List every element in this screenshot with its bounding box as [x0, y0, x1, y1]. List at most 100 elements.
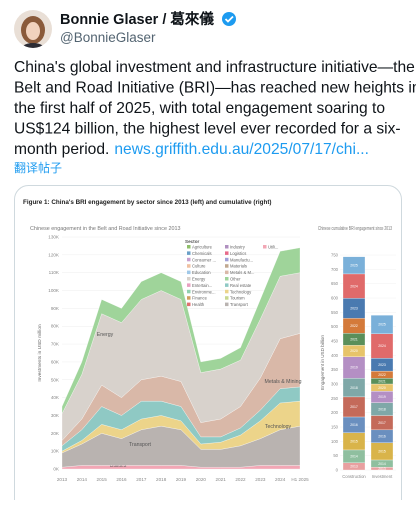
y-tick-label: 400	[331, 353, 339, 358]
segment-label: 2024	[350, 284, 358, 288]
area-label: Technology	[265, 424, 292, 430]
area	[61, 247, 301, 414]
legend-label: Materials	[230, 264, 247, 269]
y-tick-label: 500	[331, 324, 339, 329]
avatar[interactable]	[14, 10, 52, 61]
legend-label: Industry	[230, 245, 246, 250]
y-tick-label: 120K	[48, 252, 60, 257]
area-label: Metals & Mining	[265, 379, 302, 385]
y-tick-label: 250	[331, 396, 339, 401]
legend-swatch	[187, 257, 191, 262]
y-tick-label: 50	[333, 453, 338, 458]
segment-label: 2016	[378, 435, 386, 439]
segment-label: 2013	[350, 465, 358, 469]
x-tick-label: 2016	[116, 477, 127, 482]
y-tick-label: 80K	[51, 324, 60, 329]
legend-swatch	[225, 264, 229, 268]
y-tick-label: 300	[331, 382, 339, 387]
y-tick-label: 30K	[51, 413, 60, 418]
legend-label: Real estate	[230, 283, 252, 288]
handle[interactable]: @BonnieGlaser	[60, 30, 156, 45]
segment-label: 2015	[350, 440, 358, 444]
legend-swatch	[187, 296, 191, 300]
y-tick-label: 0K	[53, 467, 60, 472]
legend-swatch	[187, 289, 191, 294]
text-line: China's global investment and infrastruc…	[14, 59, 415, 76]
legend-label: Other	[230, 277, 241, 282]
segment-label: 2014	[350, 455, 358, 459]
legend-label: Entertain...	[192, 283, 212, 288]
segment-label: 2018	[378, 407, 386, 411]
legend-swatch	[187, 283, 191, 287]
display-name[interactable]: Bonnie Glaser / 葛來儀	[60, 10, 214, 28]
y-tick-label: 750	[331, 253, 339, 258]
y-tick-label: 450	[331, 339, 339, 344]
x-tick-label: 2017	[136, 477, 147, 482]
y-tick-label: 90K	[51, 306, 60, 311]
area	[61, 465, 301, 470]
legend-label: Tourism	[230, 296, 245, 301]
segment-label: 2016	[350, 423, 358, 427]
x-tick-label: 2014	[77, 477, 88, 482]
y-tick-label: 350	[331, 367, 339, 372]
legend-swatch	[225, 270, 229, 275]
y-tick-label: 10K	[51, 449, 60, 454]
segment-label: 2015	[378, 450, 386, 454]
text-line: US$124 billion, the highest level ever r…	[14, 121, 401, 138]
text-line: month period. news.griffith.edu.au/2025/0…	[14, 141, 369, 158]
legend-label: Metals & M...	[230, 270, 254, 275]
y-tick-label: 70K	[51, 342, 60, 347]
y-tick-label: 200	[331, 410, 339, 415]
x-tick-label: 2023	[255, 477, 266, 482]
text-span: month period.	[14, 141, 109, 158]
link[interactable]: news.griffith.edu.au/2025/07/17/chi...	[114, 141, 369, 158]
segment-label: 2021	[350, 337, 358, 341]
segment-label: 2022	[378, 373, 386, 377]
segment-label: 2013	[378, 467, 386, 471]
segment-label: 2020	[350, 349, 358, 353]
y-tick-label: 100	[331, 439, 339, 444]
legend-swatch	[187, 302, 191, 307]
y-tick-label: 40K	[51, 395, 60, 400]
segment-label: 2024	[378, 344, 386, 348]
bar-segment	[342, 256, 366, 275]
legend-label: Logistics	[230, 251, 246, 256]
legend-label: Transport	[230, 302, 249, 307]
y-tick-label: 600	[331, 296, 339, 301]
legend-label: Energy	[192, 277, 206, 282]
y-tick-label: 100K	[48, 288, 60, 293]
area-label: Utilities	[110, 463, 127, 469]
chart-subtitle: Chinese engagement in the Belt and Road …	[30, 226, 180, 232]
chart-title: Figure 1: China's BRI engagement by sect…	[23, 199, 272, 206]
y-tick-label: 60K	[51, 359, 60, 364]
legend-swatch	[225, 257, 229, 262]
segment-label: 2020	[378, 386, 386, 390]
y-tick-label: 20K	[51, 431, 60, 436]
x-tick-label: 2013	[57, 477, 68, 482]
text-line: the first half of 2025, with total engag…	[14, 100, 385, 117]
area-label: Energy	[97, 332, 114, 338]
legend-swatch	[187, 251, 191, 255]
x-tick-label: 2015	[97, 477, 108, 482]
y-axis-label: Engagement in USD billion	[320, 335, 325, 390]
segment-label: 2025	[350, 264, 358, 268]
segment-label: 2023	[378, 363, 386, 367]
chart-subtitle: Chinese cumulative BRI engagement since …	[318, 226, 392, 232]
translate-link[interactable]: 翻译帖子	[14, 160, 62, 175]
text-line: Belt and Road Initiative (BRI)—has reach…	[14, 80, 416, 97]
x-tick-label: 2018	[156, 477, 167, 482]
verified-badge	[222, 12, 236, 26]
segment-label: 2014	[378, 462, 386, 466]
x-tick-label: Investment	[372, 474, 393, 479]
y-tick-label: 130K	[48, 235, 60, 240]
x-tick-label: 2021	[216, 477, 227, 482]
legend-label: Culture	[192, 264, 206, 269]
legend-title: Sector	[185, 239, 200, 244]
legend-label: Education	[192, 270, 211, 275]
legend-label: Technology	[230, 289, 252, 294]
area-label: Transport	[129, 442, 152, 448]
segment-label: 2025	[378, 323, 386, 327]
y-tick-label: 700	[331, 267, 339, 272]
segment-label: 2019	[378, 395, 386, 399]
legend-label: Manufactu...	[230, 257, 253, 262]
